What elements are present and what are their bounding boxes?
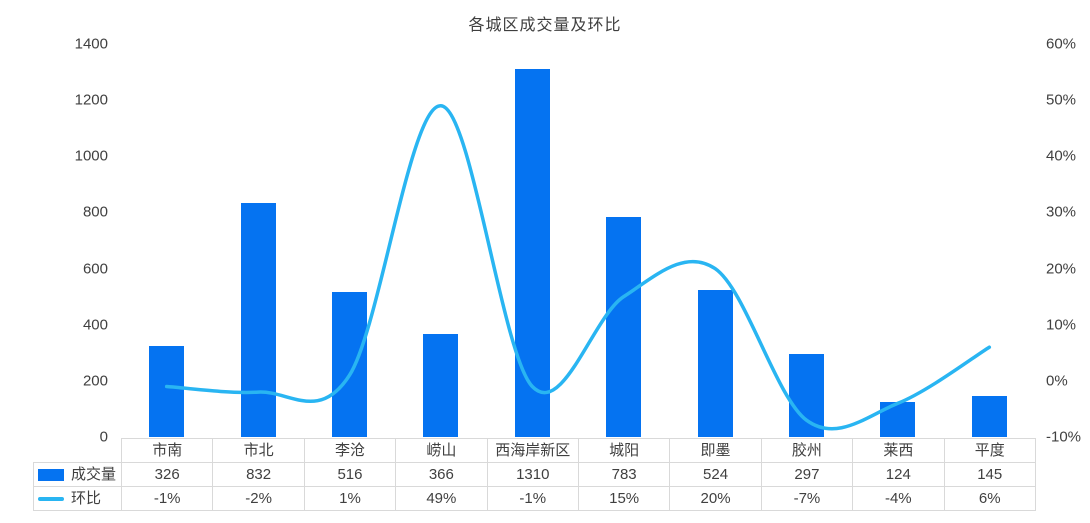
chart-title: 各城区成交量及环比 bbox=[468, 17, 622, 34]
bar-3 bbox=[423, 334, 459, 437]
volume-cell-8: 124 bbox=[852, 462, 945, 487]
volume-cell-0: 326 bbox=[120, 462, 214, 487]
legend-volume-inner: 成交量 bbox=[38, 464, 119, 486]
legend-volume: 成交量 bbox=[33, 462, 122, 487]
volume-row: 成交量 326 832 516 366 1310 783 524 297 124 145 bbox=[33, 462, 1036, 487]
category-header-3: 崂山 bbox=[395, 438, 488, 463]
right-axis-tick-20%: 20% bbox=[1046, 260, 1077, 278]
category-header-0: 市南 bbox=[120, 438, 214, 463]
bar-4 bbox=[514, 69, 550, 437]
bar-6 bbox=[697, 289, 733, 437]
category-header-6: 即墨 bbox=[669, 438, 762, 463]
table-corner-blank bbox=[34, 439, 122, 463]
bar-series-legend-swatch bbox=[38, 468, 64, 481]
left-axis-tick-400: 400 bbox=[82, 316, 108, 334]
legend-ratio-inner: 环比 bbox=[38, 488, 119, 510]
category-header-1: 市北 bbox=[212, 438, 305, 463]
ratio-cell-3: 49% bbox=[395, 486, 488, 511]
bar-0 bbox=[149, 345, 185, 437]
bar-2 bbox=[332, 292, 367, 437]
category-header-4: 西海岸新区 bbox=[486, 438, 579, 463]
ratio-cell-6: 20% bbox=[669, 486, 762, 511]
volume-cell-1: 832 bbox=[212, 462, 305, 487]
right-axis-tick--10%: -10% bbox=[1046, 428, 1082, 446]
bar-9 bbox=[971, 396, 1007, 437]
line-series-legend-label: 环比 bbox=[71, 490, 102, 507]
right-axis-tick-40%: 40% bbox=[1046, 147, 1077, 165]
left-axis-tick-800: 800 bbox=[82, 203, 108, 221]
left-axis-tick-0: 0 bbox=[99, 428, 108, 446]
data-table: 市南 市北 李沧 崂山 西海岸新区 城阳 即墨 胶州 莱西 平度 成交量 326 832 516 366 13… bbox=[33, 438, 1036, 511]
plot-area bbox=[121, 44, 1035, 437]
left-axis-tick-200: 200 bbox=[82, 372, 108, 390]
right-axis-tick-50%: 50% bbox=[1046, 91, 1077, 109]
volume-cell-5: 783 bbox=[577, 462, 671, 487]
table-header-row: 市南 市北 李沧 崂山 西海岸新区 城阳 即墨 胶州 莱西 平度 bbox=[34, 438, 1036, 463]
right-axis-tick-0%: 0% bbox=[1046, 372, 1068, 390]
left-axis-tick-600: 600 bbox=[82, 260, 108, 278]
bar-1 bbox=[240, 203, 276, 437]
volume-cell-6: 524 bbox=[669, 462, 762, 487]
ratio-cell-5: 15% bbox=[577, 486, 671, 511]
legend-ratio: 环比 bbox=[33, 486, 122, 511]
left-axis-tick-1000: 1000 bbox=[74, 147, 108, 165]
bar-5 bbox=[606, 217, 642, 437]
volume-cell-2: 516 bbox=[303, 462, 397, 487]
ratio-cell-0: -1% bbox=[120, 486, 214, 511]
ratio-line-series bbox=[164, 104, 992, 431]
ratio-cell-2: 1% bbox=[303, 486, 397, 511]
left-axis-tick-1200: 1200 bbox=[74, 91, 108, 109]
ratio-cell-4: -1% bbox=[486, 486, 579, 511]
right-axis-tick-30%: 30% bbox=[1046, 203, 1077, 221]
ratio-line-path bbox=[164, 104, 992, 431]
line-series-legend-swatch bbox=[38, 496, 64, 501]
category-header-8: 莱西 bbox=[852, 438, 945, 463]
ratio-cell-7: -7% bbox=[760, 486, 854, 511]
volume-cell-4: 1310 bbox=[486, 462, 579, 487]
volume-cell-3: 366 bbox=[395, 462, 488, 487]
category-header-5: 城阳 bbox=[577, 438, 671, 463]
right-axis-tick-60%: 60% bbox=[1046, 35, 1077, 53]
ratio-row: 环比 -1% -2% 1% 49% -1% 15% 20% -7% -4% 6% bbox=[33, 486, 1036, 511]
category-header-9: 平度 bbox=[943, 438, 1036, 463]
ratio-cell-8: -4% bbox=[852, 486, 945, 511]
category-header-7: 胶州 bbox=[760, 438, 854, 463]
bar-series-legend-label: 成交量 bbox=[71, 466, 117, 483]
ratio-cell-1: -2% bbox=[212, 486, 305, 511]
bar-7 bbox=[789, 353, 824, 437]
right-axis-tick-10%: 10% bbox=[1046, 316, 1077, 334]
ratio-cell-9: 6% bbox=[943, 486, 1036, 511]
volume-cell-7: 297 bbox=[760, 462, 854, 487]
volume-cell-9: 145 bbox=[943, 462, 1036, 487]
left-axis-tick-1400: 1400 bbox=[74, 35, 108, 53]
category-header-2: 李沧 bbox=[303, 438, 397, 463]
